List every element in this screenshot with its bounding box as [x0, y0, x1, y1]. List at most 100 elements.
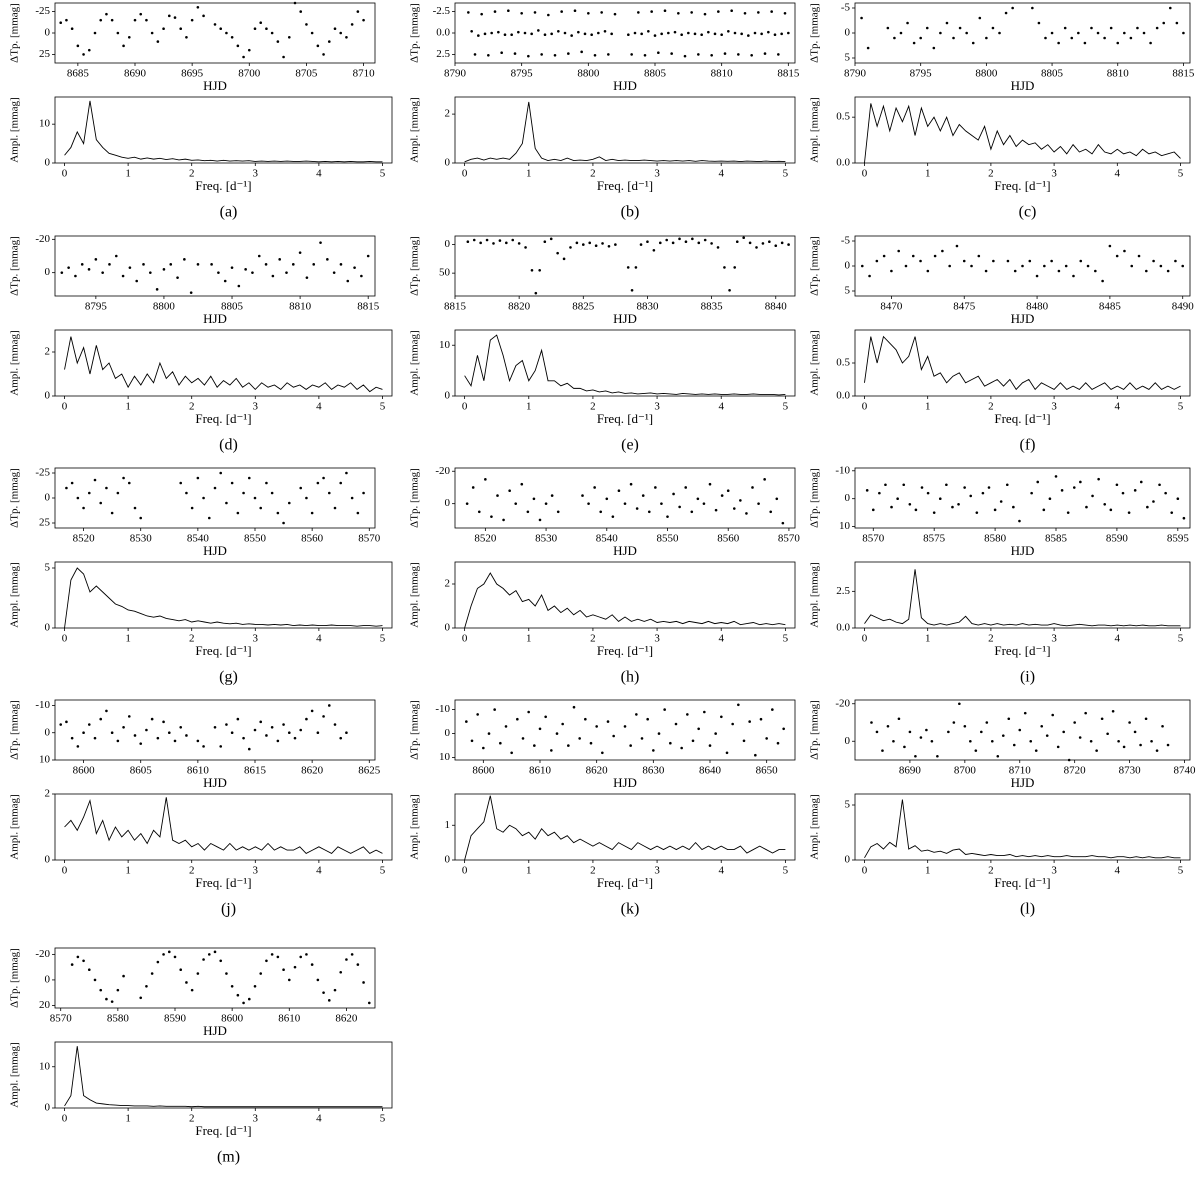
data-point [527, 710, 530, 714]
data-point [82, 731, 85, 735]
x-tick-label: 1 [526, 401, 532, 413]
data-point [878, 491, 881, 495]
data-point [759, 717, 763, 721]
x-axis-label: Freq. [d⁻¹] [597, 875, 653, 890]
data-point [569, 246, 572, 249]
data-point [977, 254, 981, 258]
data-point [1166, 269, 1170, 273]
data-point [259, 972, 263, 975]
data-point [510, 33, 513, 37]
x-tick-label: 8570 [778, 533, 801, 545]
y-tick-label: 0 [45, 622, 51, 634]
data-point [105, 486, 108, 490]
data-point [490, 31, 493, 35]
data-point [984, 269, 988, 273]
data-point [971, 41, 975, 45]
data-point [742, 236, 745, 240]
data-point [94, 258, 98, 261]
data-point [333, 723, 337, 726]
data-point [276, 40, 280, 43]
data-point [59, 723, 63, 726]
data-point [674, 722, 678, 726]
plot-frame [854, 793, 1191, 861]
y-tick-label: 10 [39, 754, 51, 766]
x-axis-label: Freq. [d⁻¹] [994, 643, 1050, 658]
data-point [1079, 480, 1082, 484]
data-point [1155, 749, 1159, 752]
data-point [650, 10, 653, 13]
x-tick-label: 8620 [335, 1013, 358, 1025]
y-axis-label: Ampl. [mmag] [9, 562, 21, 627]
x-axis-label: Freq. [d⁻¹] [597, 411, 653, 426]
data-point [1057, 41, 1060, 45]
x-axis-label: HJD [613, 775, 637, 790]
data-point [646, 717, 649, 721]
data-point [550, 494, 554, 497]
y-tick-label: 5 [845, 52, 851, 64]
data-point [362, 18, 365, 22]
data-point [708, 744, 712, 747]
periodogram-line [864, 335, 1181, 391]
data-point [866, 46, 870, 50]
x-tick-label: 4 [718, 168, 724, 180]
data-point [236, 44, 240, 48]
data-point [345, 958, 348, 961]
data-point [150, 717, 154, 721]
data-point [225, 501, 228, 505]
x-tick-label: 4 [316, 1113, 322, 1125]
y-tick-label: 5 [845, 799, 851, 811]
data-point [74, 274, 77, 278]
data-point [127, 715, 131, 718]
data-point [1037, 21, 1041, 25]
data-point [938, 497, 942, 500]
x-tick-label: 8470 [880, 301, 903, 313]
x-tick-label: 8805 [1041, 68, 1064, 80]
data-point [1044, 36, 1047, 40]
data-point [493, 708, 496, 711]
data-point [230, 266, 234, 269]
data-point [600, 11, 603, 14]
data-point [76, 955, 80, 959]
data-point [713, 32, 717, 36]
data-point [185, 981, 188, 984]
data-point [647, 510, 651, 514]
data-point [653, 34, 657, 37]
x-tick-label: 0 [62, 633, 68, 645]
data-point [666, 515, 669, 518]
data-point [127, 481, 131, 485]
data-point [556, 251, 559, 255]
data-point [1085, 505, 1088, 509]
x-tick-label: 5 [1178, 401, 1184, 413]
data-point [637, 11, 640, 14]
data-point [305, 496, 308, 500]
data-point [247, 997, 251, 1001]
data-point [1021, 264, 1024, 268]
data-point [467, 11, 470, 14]
x-tick-label: 3 [253, 168, 259, 180]
data-point [538, 727, 542, 731]
data-point [947, 730, 950, 734]
data-point [720, 494, 724, 497]
plot-frame [854, 699, 1191, 761]
data-point [680, 746, 683, 750]
data-point [1162, 21, 1166, 25]
data-point [875, 259, 879, 263]
data-point [247, 747, 251, 751]
data-point [135, 279, 139, 283]
y-tick-label: 1 [445, 819, 451, 831]
data-point [1036, 480, 1040, 484]
data-point [310, 511, 314, 515]
data-point [720, 33, 723, 37]
x-tick-label: 2 [189, 1113, 195, 1125]
data-point [1152, 259, 1155, 263]
data-point [327, 491, 331, 495]
data-point [150, 31, 154, 35]
data-point [1109, 26, 1113, 30]
data-point [345, 35, 348, 39]
data-point [259, 21, 263, 25]
data-point [1086, 264, 1090, 268]
data-point [139, 12, 143, 16]
y-tick-label: -20 [835, 697, 850, 709]
data-point [575, 241, 579, 245]
y-axis-label: ΔTp. [mmag] [409, 3, 421, 63]
